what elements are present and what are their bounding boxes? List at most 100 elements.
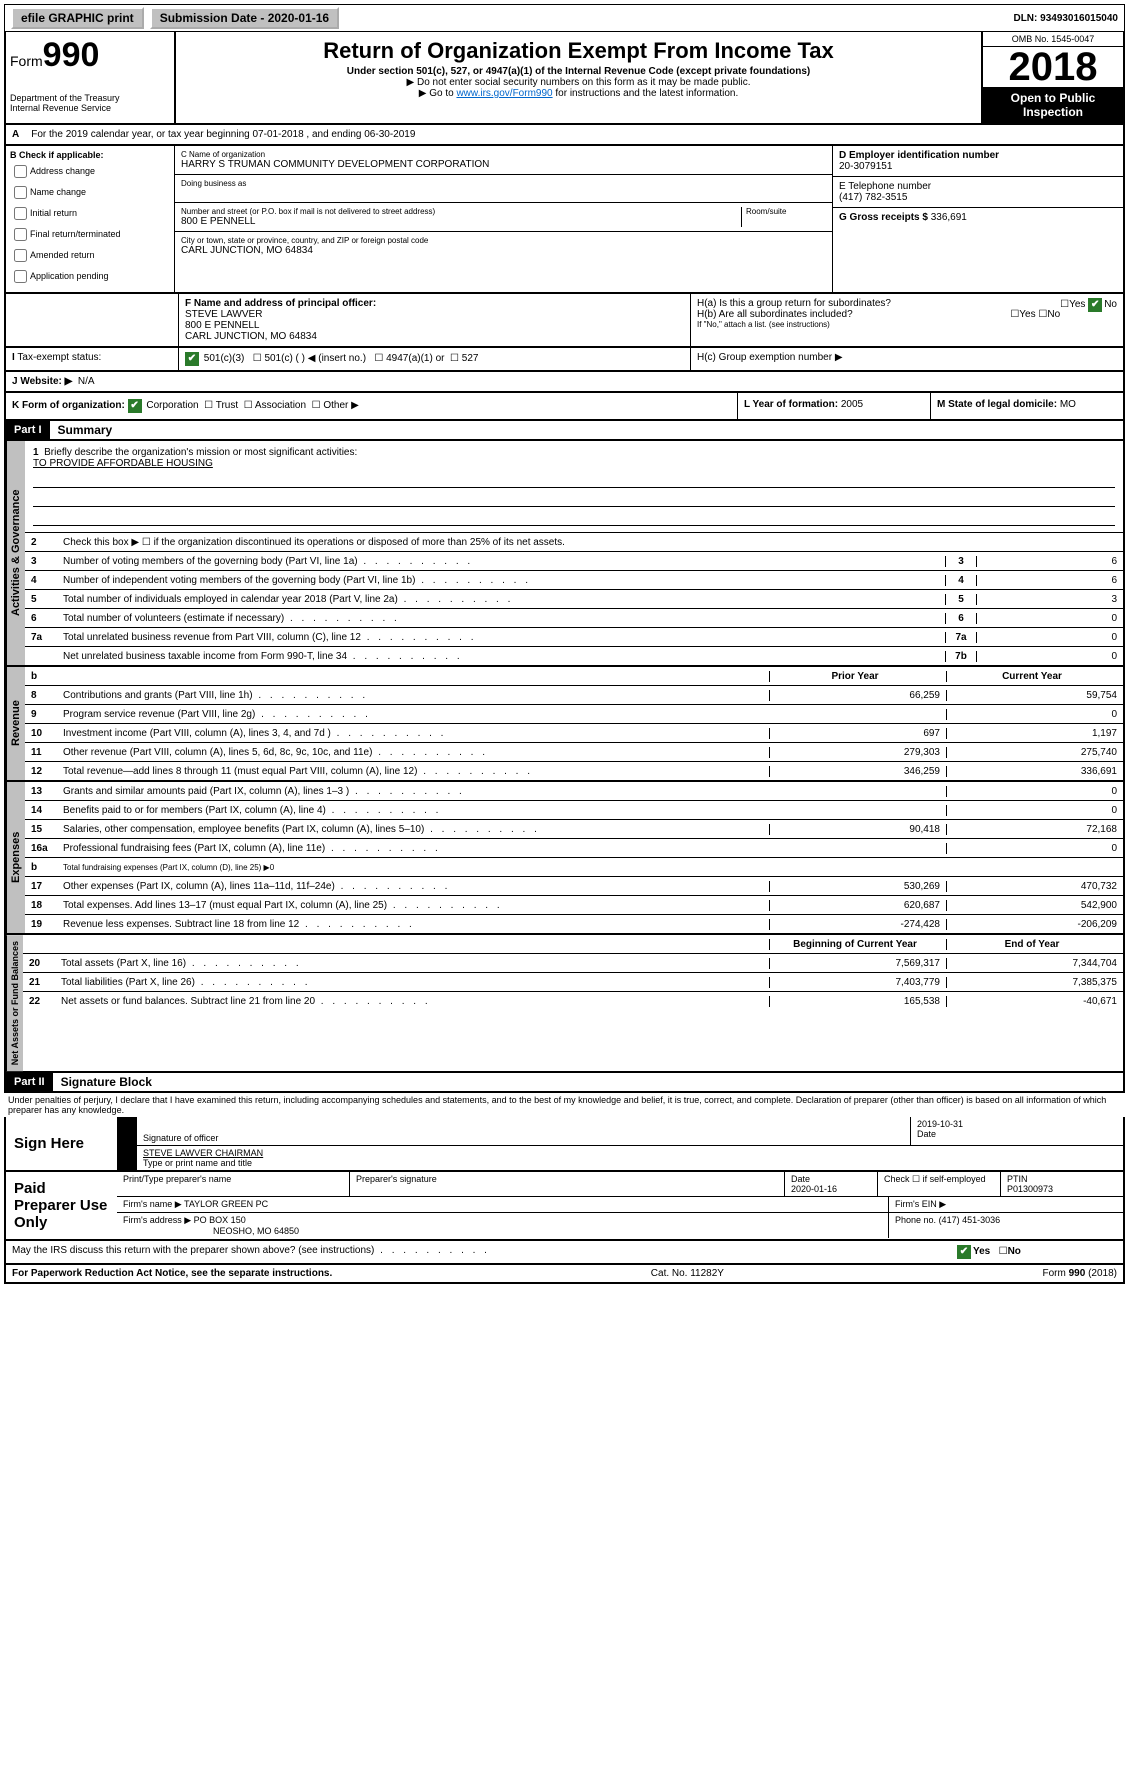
table-row: 11 Other revenue (Part VIII, column (A),… — [25, 743, 1123, 762]
print-name-label: Type or print name and title — [143, 1158, 1117, 1168]
revenue-section: Revenue b Prior Year Current Year 8 Cont… — [4, 667, 1125, 782]
note-ssn: ▶ Do not enter social security numbers o… — [180, 77, 977, 88]
net-assets-section: Net Assets or Fund Balances Beginning of… — [4, 935, 1125, 1073]
firm-addr: PO BOX 150 — [194, 1215, 246, 1225]
arrow-icon — [117, 1117, 137, 1170]
ein-label: D Employer identification number — [839, 150, 999, 161]
table-row: 14 Benefits paid to or for members (Part… — [25, 801, 1123, 820]
table-row: Net unrelated business taxable income fr… — [25, 647, 1123, 665]
hc-label: H(c) Group exemption number ▶ — [691, 348, 1123, 370]
dln: DLN: 93493016015040 — [1007, 11, 1124, 26]
sig-date-label: Date — [917, 1129, 1117, 1139]
discuss-row: May the IRS discuss this return with the… — [4, 1241, 1125, 1265]
firm-addr2: NEOSHO, MO 64850 — [213, 1226, 299, 1236]
firm-ein-label: Firm's EIN ▶ — [889, 1197, 1123, 1212]
footer-left: For Paperwork Reduction Act Notice, see … — [12, 1268, 332, 1279]
cb-address-change[interactable] — [14, 165, 27, 178]
table-row: 12 Total revenue—add lines 8 through 11 … — [25, 762, 1123, 780]
website-value: N/A — [78, 376, 95, 387]
line2-text: Check this box ▶ ☐ if the organization d… — [59, 535, 1123, 550]
officer-addr2: CARL JUNCTION, MO 64834 — [185, 331, 317, 342]
table-row: 21 Total liabilities (Part X, line 26) 7… — [23, 973, 1123, 992]
klm-row: K Form of organization: ✔ Corporation ☐ … — [4, 393, 1125, 421]
prep-sig-header: Preparer's signature — [350, 1172, 785, 1196]
governance-section: Activities & Governance 1 Briefly descri… — [4, 441, 1125, 667]
dept-treasury: Department of the Treasury — [10, 93, 170, 103]
tax-year: 2018 — [983, 47, 1123, 87]
footer-mid: Cat. No. 11282Y — [651, 1268, 724, 1279]
room-label: Room/suite — [746, 207, 826, 216]
preparer-section: Paid Preparer Use Only Print/Type prepar… — [4, 1172, 1125, 1241]
ptin-value: P01300973 — [1007, 1184, 1053, 1194]
firm-name: TAYLOR GREEN PC — [184, 1199, 268, 1209]
officer-addr1: 800 E PENNELL — [185, 320, 260, 331]
table-row: 7a Total unrelated business revenue from… — [25, 628, 1123, 647]
vlabel-revenue: Revenue — [6, 667, 25, 780]
cb-app-pending[interactable] — [14, 270, 27, 283]
form-number: Form990 — [10, 36, 170, 75]
line1-text: Briefly describe the organization's miss… — [44, 447, 357, 458]
cb-amended[interactable] — [14, 249, 27, 262]
officer-name: STEVE LAWVER — [185, 309, 262, 320]
current-year-header: Current Year — [946, 671, 1123, 682]
prep-date: 2020-01-16 — [791, 1184, 837, 1194]
table-row: 18 Total expenses. Add lines 13–17 (must… — [25, 896, 1123, 915]
table-row: 17 Other expenses (Part IX, column (A), … — [25, 877, 1123, 896]
self-employed-check: Check ☐ if self-employed — [878, 1172, 1001, 1196]
sign-here-label: Sign Here — [6, 1117, 117, 1170]
form990-link[interactable]: www.irs.gov/Form990 — [456, 88, 552, 99]
table-row: 10 Investment income (Part VIII, column … — [25, 724, 1123, 743]
check-501c3-icon: ✔ — [185, 352, 199, 366]
open-public-badge: Open to Public Inspection — [983, 87, 1123, 123]
prior-year-header: Prior Year — [769, 671, 946, 682]
table-row: 6 Total number of volunteers (estimate i… — [25, 609, 1123, 628]
irs-label: Internal Revenue Service — [10, 103, 170, 113]
check-corp-icon: ✔ — [128, 399, 142, 413]
part1-title: Summary — [50, 423, 113, 437]
cb-final-return[interactable] — [14, 228, 27, 241]
table-row: 4 Number of independent voting members o… — [25, 571, 1123, 590]
state-domicile: MO — [1060, 399, 1076, 410]
gross-value: 336,691 — [931, 212, 967, 223]
table-row: 16a Professional fundraising fees (Part … — [25, 839, 1123, 858]
cb-name-change[interactable] — [14, 186, 27, 199]
part2-title: Signature Block — [53, 1075, 152, 1089]
officer-printed-name: STEVE LAWVER CHAIRMAN — [143, 1148, 1117, 1158]
period-text: For the 2019 calendar year, or tax year … — [25, 125, 421, 144]
sig-officer-label: Signature of officer — [143, 1133, 904, 1143]
form-header: Form990 Department of the Treasury Inter… — [4, 32, 1125, 125]
vlabel-expenses: Expenses — [6, 782, 25, 933]
cb-initial-return[interactable] — [14, 207, 27, 220]
period-row: A For the 2019 calendar year, or tax yea… — [4, 125, 1125, 146]
part1-badge: Part I — [6, 421, 50, 439]
website-row: J Website: ▶ N/A — [4, 372, 1125, 393]
table-row: 8 Contributions and grants (Part VIII, l… — [25, 686, 1123, 705]
table-row: 3 Number of voting members of the govern… — [25, 552, 1123, 571]
ha-label: H(a) Is this a group return for subordin… — [697, 298, 891, 309]
info-grid: B Check if applicable: Address change Na… — [4, 146, 1125, 294]
box-b-label: B Check if applicable: — [10, 150, 104, 160]
phone-label: E Telephone number — [839, 181, 931, 192]
efile-button[interactable]: efile GRAPHIC print — [11, 7, 144, 29]
table-row: 15 Salaries, other compensation, employe… — [25, 820, 1123, 839]
end-year-header: End of Year — [946, 939, 1123, 950]
check-no-icon: ✔ — [1088, 298, 1102, 312]
table-row: 19 Revenue less expenses. Subtract line … — [25, 915, 1123, 933]
year-formation: 2005 — [841, 399, 863, 410]
org-address: 800 E PENNELL — [181, 216, 741, 227]
submission-button[interactable]: Submission Date - 2020-01-16 — [150, 7, 339, 29]
form-title: Return of Organization Exempt From Incom… — [180, 38, 977, 64]
form-subtitle: Under section 501(c), 527, or 4947(a)(1)… — [180, 66, 977, 77]
firm-phone: (417) 451-3036 — [939, 1215, 1001, 1225]
tax-exempt-row: I Tax-exempt status: ✔ 501(c)(3) ☐ 501(c… — [4, 348, 1125, 372]
table-row: 22 Net assets or fund balances. Subtract… — [23, 992, 1123, 1010]
top-bar: efile GRAPHIC print Submission Date - 20… — [4, 4, 1125, 32]
table-row: 13 Grants and similar amounts paid (Part… — [25, 782, 1123, 801]
note-goto: ▶ Go to www.irs.gov/Form990 for instruct… — [180, 88, 977, 99]
table-row: b Total fundraising expenses (Part IX, c… — [25, 858, 1123, 877]
begin-year-header: Beginning of Current Year — [769, 939, 946, 950]
gross-label: G Gross receipts $ — [839, 212, 928, 223]
table-row: 20 Total assets (Part X, line 16) 7,569,… — [23, 954, 1123, 973]
footer-row: For Paperwork Reduction Act Notice, see … — [4, 1265, 1125, 1284]
tax-exempt-label: Tax-exempt status: — [17, 352, 101, 363]
